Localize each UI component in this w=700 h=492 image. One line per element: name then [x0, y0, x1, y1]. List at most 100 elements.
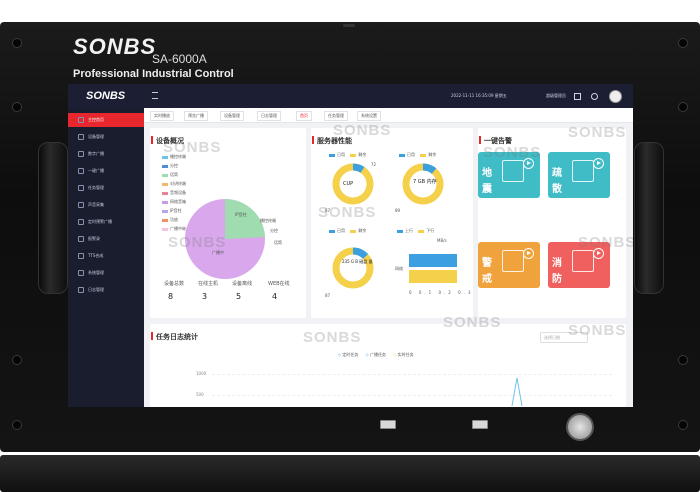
stat-online-value: 3 — [202, 292, 208, 301]
legend-swatch — [329, 153, 335, 157]
watermark: SONBS — [568, 322, 627, 339]
tab-devices[interactable]: 设备管理 — [220, 111, 244, 121]
memory-gauge — [402, 163, 444, 205]
gear-icon — [78, 270, 84, 276]
date-placeholder: 选择日期 — [544, 335, 560, 340]
rack-hole — [678, 102, 688, 112]
watermark: SONBS — [163, 139, 222, 156]
usb-port — [472, 420, 488, 429]
slice-label: IP音柱 — [235, 212, 247, 217]
chassis-notch — [343, 24, 355, 27]
tab-preview[interactable]: 预览广播 — [184, 111, 208, 121]
legend-swatch — [418, 229, 425, 233]
legend-swatch — [162, 182, 168, 186]
alarm-tile-warning[interactable]: 警戒 — [478, 242, 540, 288]
watermark: SONBS — [568, 124, 627, 141]
pie-slice-terminal — [225, 198, 265, 239]
sidebar-item-audio[interactable]: 声音采集 — [68, 198, 144, 212]
alarm-tile-fire[interactable]: 消防 — [548, 242, 610, 288]
legend-swatch — [350, 153, 357, 157]
tab-tasks[interactable]: 任务管理 — [324, 111, 348, 121]
cpu-gauge-outer-label: 72 — [371, 162, 377, 167]
legend-item: 功放 — [162, 217, 178, 223]
sidebar: 主控首页 设备管理 数字广播 一键广播 任务管理 声音采集 定时预警广播 报警录… — [68, 108, 144, 407]
sidebar-item-devices[interactable]: 设备管理 — [68, 130, 144, 144]
legend-item: 播控终端 — [162, 154, 186, 160]
gauge-fill — [332, 163, 374, 205]
device-pie-chart — [185, 198, 265, 279]
tab-settings[interactable]: 系统设置 — [357, 111, 381, 121]
record-icon — [78, 236, 84, 242]
slice-label: 播控终端 — [260, 218, 276, 223]
alarm-tile-earthquake[interactable]: 地震 — [478, 152, 540, 198]
rack-hole — [678, 420, 688, 430]
legend-swatch — [162, 227, 168, 231]
touch-screen: SONBS 2022-11-11 16:35:09 星期五 超级管理员 主控首页… — [68, 84, 633, 407]
legend-swatch — [162, 173, 168, 177]
evacuation-icon — [572, 160, 594, 182]
sidebar-item-one-key[interactable]: 一键广播 — [68, 164, 144, 178]
play-icon — [523, 158, 534, 169]
grid-line — [212, 395, 612, 396]
tab-realtime[interactable]: 实时播放 — [150, 111, 174, 121]
legend-swatch — [162, 209, 168, 213]
alarm-title: 一键告警 — [479, 136, 512, 145]
fullscreen-icon[interactable] — [574, 93, 581, 100]
sidebar-item-tts[interactable]: TTS合成 — [68, 249, 144, 263]
right-handle — [634, 142, 664, 294]
sidebar-item-tasks[interactable]: 任务管理 — [68, 181, 144, 195]
log-icon — [78, 287, 84, 293]
sidebar-item-scheduled[interactable]: 定时预警广播 — [68, 215, 144, 229]
admin-name[interactable]: 超级管理员 — [546, 93, 566, 98]
device-overview-title: 设备概况 — [151, 136, 184, 145]
earthquake-icon — [502, 160, 524, 182]
app-logo: SONBS — [86, 90, 126, 102]
gauge-fill — [402, 163, 444, 205]
gauge-legend: 已用 剩余 — [329, 152, 366, 158]
cpu-gauge-center: CUP — [343, 181, 354, 187]
top-bar: SONBS 2022-11-11 16:35:09 星期五 超级管理员 — [68, 84, 633, 108]
server-performance-title: 服务器性能 — [312, 136, 352, 145]
task-log-card: 任务日志统计 选择日期 ◇ 定时任务 ◇ 广播任务 ◇ 实时任务 1000 50… — [150, 324, 626, 407]
gauge-fill — [332, 247, 374, 289]
legend-swatch — [397, 229, 403, 233]
memory-gauge-inner-label: 89 — [395, 208, 401, 213]
bar-category: 网络 — [395, 266, 403, 271]
power-button[interactable] — [566, 413, 594, 441]
tab-home[interactable]: 首页 — [296, 111, 312, 121]
server-performance-card: 服务器性能 已用 剩余 CUP 72 87 已用 剩余 7 GB 内存 89 已… — [311, 128, 510, 318]
device-base — [0, 455, 700, 492]
sidebar-item-logs[interactable]: 日志管理 — [68, 283, 144, 297]
rack-hole — [678, 355, 688, 365]
task-log-legend: ◇ 定时任务 ◇ 广播任务 ◇ 实时任务 — [338, 352, 414, 357]
legend-item: 话筒 — [162, 172, 178, 178]
legend-marker: ◇ — [393, 352, 397, 357]
usb-port — [380, 420, 396, 429]
cpu-gauge-inner-label: 87 — [325, 208, 331, 213]
date-picker[interactable]: 选择日期 — [540, 332, 588, 343]
y-tick: 500 — [196, 392, 204, 397]
tab-logs[interactable]: 日志管理 — [257, 111, 281, 121]
stat-web-value: 4 — [272, 292, 278, 301]
avatar-icon[interactable] — [609, 90, 622, 103]
legend-swatch — [162, 155, 168, 159]
disk-gauge-inner-label: 87 — [325, 293, 331, 298]
sidebar-item-system[interactable]: 系统管理 — [68, 266, 144, 280]
clock-icon — [78, 219, 84, 225]
alarm-tile-evacuation[interactable]: 疏散 — [548, 152, 610, 198]
stat-web-label: WEB在线 — [268, 281, 290, 287]
spike-line — [511, 377, 523, 406]
alarm-icon — [78, 168, 84, 174]
sidebar-item-alarm-record[interactable]: 报警录 — [68, 232, 144, 246]
gauge-legend: 已用 剩余 — [329, 228, 366, 234]
settings-icon[interactable] — [591, 93, 598, 100]
sidebar-item-home[interactable]: 主控首页 — [68, 113, 144, 127]
sidebar-item-broadcast[interactable]: 数字广播 — [68, 147, 144, 161]
slice-label: 广播中 — [212, 250, 224, 255]
menu-icon[interactable] — [152, 92, 158, 99]
rack-hole — [12, 420, 22, 430]
home-icon — [78, 117, 84, 123]
task-spike — [511, 377, 523, 406]
alarm-card: 一键告警 地震 疏散 警戒 消防 — [478, 128, 626, 318]
watermark: SONBS — [318, 204, 377, 221]
